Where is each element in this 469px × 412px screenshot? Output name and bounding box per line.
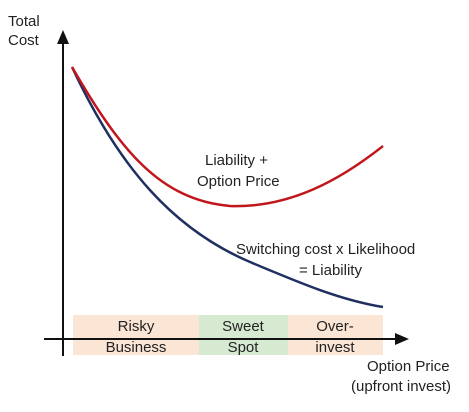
total-curve-label-line2: Option Price	[197, 173, 280, 190]
zone-over-label-line2: invest	[315, 339, 355, 356]
total-curve-label-line1: Liability +	[205, 152, 268, 169]
liability-curve-label-line2: = Liability	[299, 262, 362, 279]
zone-over-label-line1: Over-	[316, 318, 354, 335]
total-cost-curve	[70, 66, 384, 208]
zone-sweet-label-line1: Sweet	[222, 318, 265, 335]
liability-curve	[70, 66, 384, 309]
y-axis-label-line1: Total	[8, 13, 40, 30]
zone-over-invest-box	[288, 315, 383, 355]
zone-sweet-label-line2: Spot	[228, 339, 260, 356]
zone-risky-business-box	[73, 315, 199, 355]
x-axis-label-line1: Option Price	[367, 358, 450, 375]
x-axis-arrowhead	[395, 333, 409, 345]
zone-risky-label-line1: Risky	[118, 318, 155, 335]
zone-sweet-spot-box	[199, 315, 288, 355]
y-axis-arrowhead	[57, 30, 69, 44]
zone-risky-label-line2: Business	[106, 339, 167, 356]
liability-curve-label-line1: Switching cost x Likelihood	[236, 241, 415, 258]
x-axis-label-line2: (upfront invest)	[351, 378, 451, 395]
y-axis-label-line2: Cost	[8, 32, 40, 49]
